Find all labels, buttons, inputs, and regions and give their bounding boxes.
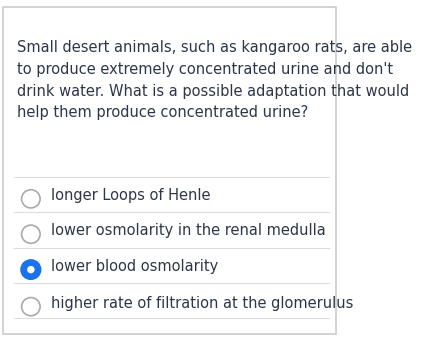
FancyBboxPatch shape xyxy=(3,7,336,334)
Circle shape xyxy=(22,225,40,243)
Circle shape xyxy=(27,266,34,273)
Circle shape xyxy=(22,298,40,316)
Circle shape xyxy=(21,260,40,279)
Text: Small desert animals, such as kangaroo rats, are able
to produce extremely conce: Small desert animals, such as kangaroo r… xyxy=(17,40,412,120)
Text: longer Loops of Henle: longer Loops of Henle xyxy=(51,188,211,203)
Text: lower blood osmolarity: lower blood osmolarity xyxy=(51,259,219,274)
Circle shape xyxy=(22,190,40,208)
Text: higher rate of filtration at the glomerulus: higher rate of filtration at the glomeru… xyxy=(51,296,354,311)
Text: lower osmolarity in the renal medulla: lower osmolarity in the renal medulla xyxy=(51,223,326,238)
